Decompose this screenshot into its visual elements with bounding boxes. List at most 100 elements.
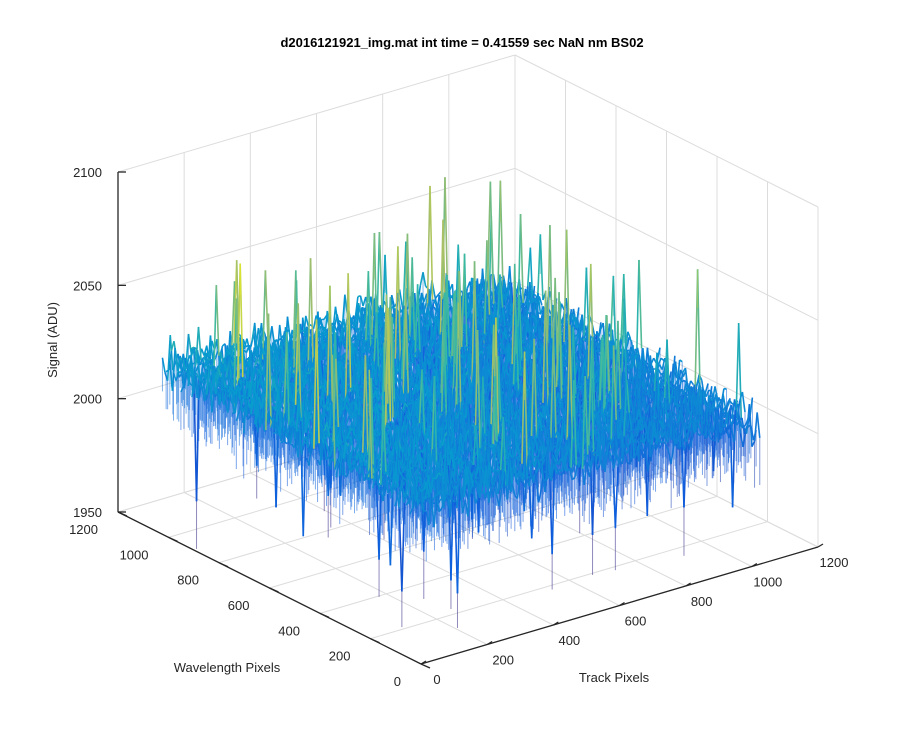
surface-segment (426, 308, 431, 320)
surface-segment (288, 361, 294, 371)
surface-segment (257, 368, 262, 376)
surface-segment (333, 323, 338, 332)
surface-segment (230, 343, 235, 357)
surface-segment (379, 315, 384, 328)
surface-segment (560, 303, 565, 311)
surface-segment (355, 302, 360, 332)
surface-segment (207, 357, 212, 361)
surface-segment (407, 333, 412, 340)
surface-segment (230, 390, 235, 414)
surface-segment (391, 314, 397, 329)
surface-segment (486, 240, 491, 315)
surface-segment (217, 351, 222, 380)
surface-segment (228, 345, 233, 356)
surface-segment (463, 253, 468, 357)
surface-segment (477, 294, 481, 297)
surface-segment (338, 329, 343, 343)
surface-segment (426, 185, 431, 308)
surface-segment (191, 372, 196, 398)
surface-segment (212, 285, 218, 381)
surface-segment (379, 346, 384, 360)
surface-segment (357, 327, 362, 332)
surface-segment (307, 258, 312, 379)
surface-segment (176, 359, 181, 377)
surface-segment (356, 336, 361, 341)
surface-segment (242, 376, 246, 381)
surface-segment (223, 363, 228, 373)
surface-segment (217, 367, 222, 378)
surface-segment (482, 337, 486, 340)
back-wall-grid-line (117, 54, 516, 173)
surface-segment (293, 280, 298, 374)
surface-segment (166, 335, 172, 381)
surface-segment (398, 289, 403, 306)
surface-segment (478, 320, 483, 328)
side-wall-grid-line (514, 54, 819, 208)
surface-segment (310, 383, 315, 390)
surface-segment (208, 365, 213, 413)
surface-segment (342, 318, 347, 334)
surface-segment (202, 393, 207, 399)
surface-segment (309, 258, 314, 367)
surface-segment (416, 284, 422, 362)
surface-segment (461, 253, 466, 343)
surface-segment (378, 231, 383, 309)
floor-grid-line (370, 521, 768, 640)
surface-segment (538, 296, 543, 306)
surface-segment (332, 306, 337, 332)
surface-segment (334, 306, 339, 326)
surface-segment (367, 345, 371, 348)
surface-segment (377, 313, 382, 329)
surface-segment (427, 302, 432, 308)
surface-segment (363, 339, 368, 343)
surface-segment (219, 351, 225, 364)
surface-segment (258, 338, 263, 348)
surface-segment (193, 379, 198, 502)
surface-segment (324, 355, 329, 361)
surface-segment (439, 219, 444, 335)
surface-segment (323, 310, 329, 341)
surface-segment (304, 315, 310, 327)
surface-segment (209, 378, 214, 400)
surface-segment (462, 323, 467, 332)
surface-segment (259, 375, 265, 390)
surface-segment (287, 335, 292, 348)
surface-segment (206, 352, 211, 358)
surface-segment (429, 185, 434, 300)
surface-segment (466, 324, 471, 337)
surface-segment (215, 285, 220, 356)
surface-segment (238, 378, 243, 384)
surface-segment (196, 380, 201, 399)
surface-segment (424, 340, 429, 347)
surface-segment (165, 369, 170, 373)
surface-segment (312, 315, 317, 329)
surface-segment (197, 377, 202, 382)
surface-segment (502, 279, 508, 301)
surface-segment (509, 314, 514, 332)
surface-segment (519, 214, 524, 303)
surface-segment (355, 349, 360, 367)
surface-segment (339, 337, 344, 342)
surface-segment (428, 322, 434, 340)
surface-segment (529, 247, 534, 309)
surface-segment (180, 386, 185, 393)
side-wall-grid-line (514, 167, 819, 321)
surface-segment (526, 310, 531, 315)
surface-segment (259, 362, 264, 373)
floor-grid-line (319, 495, 718, 614)
surface-segment (197, 326, 202, 360)
surface-segment (258, 364, 263, 374)
surface-segment (448, 303, 453, 309)
surface-segment (503, 293, 508, 310)
surface-segment (391, 306, 396, 310)
surface-segment (186, 355, 191, 364)
surface-mesh (161, 177, 761, 628)
surface-segment (419, 311, 424, 314)
surface-segment (351, 317, 356, 329)
surface-segment (414, 284, 419, 358)
surface-segment (423, 324, 428, 328)
surface-segment (299, 329, 303, 333)
surface-segment (276, 358, 281, 375)
surface-segment (501, 307, 506, 326)
